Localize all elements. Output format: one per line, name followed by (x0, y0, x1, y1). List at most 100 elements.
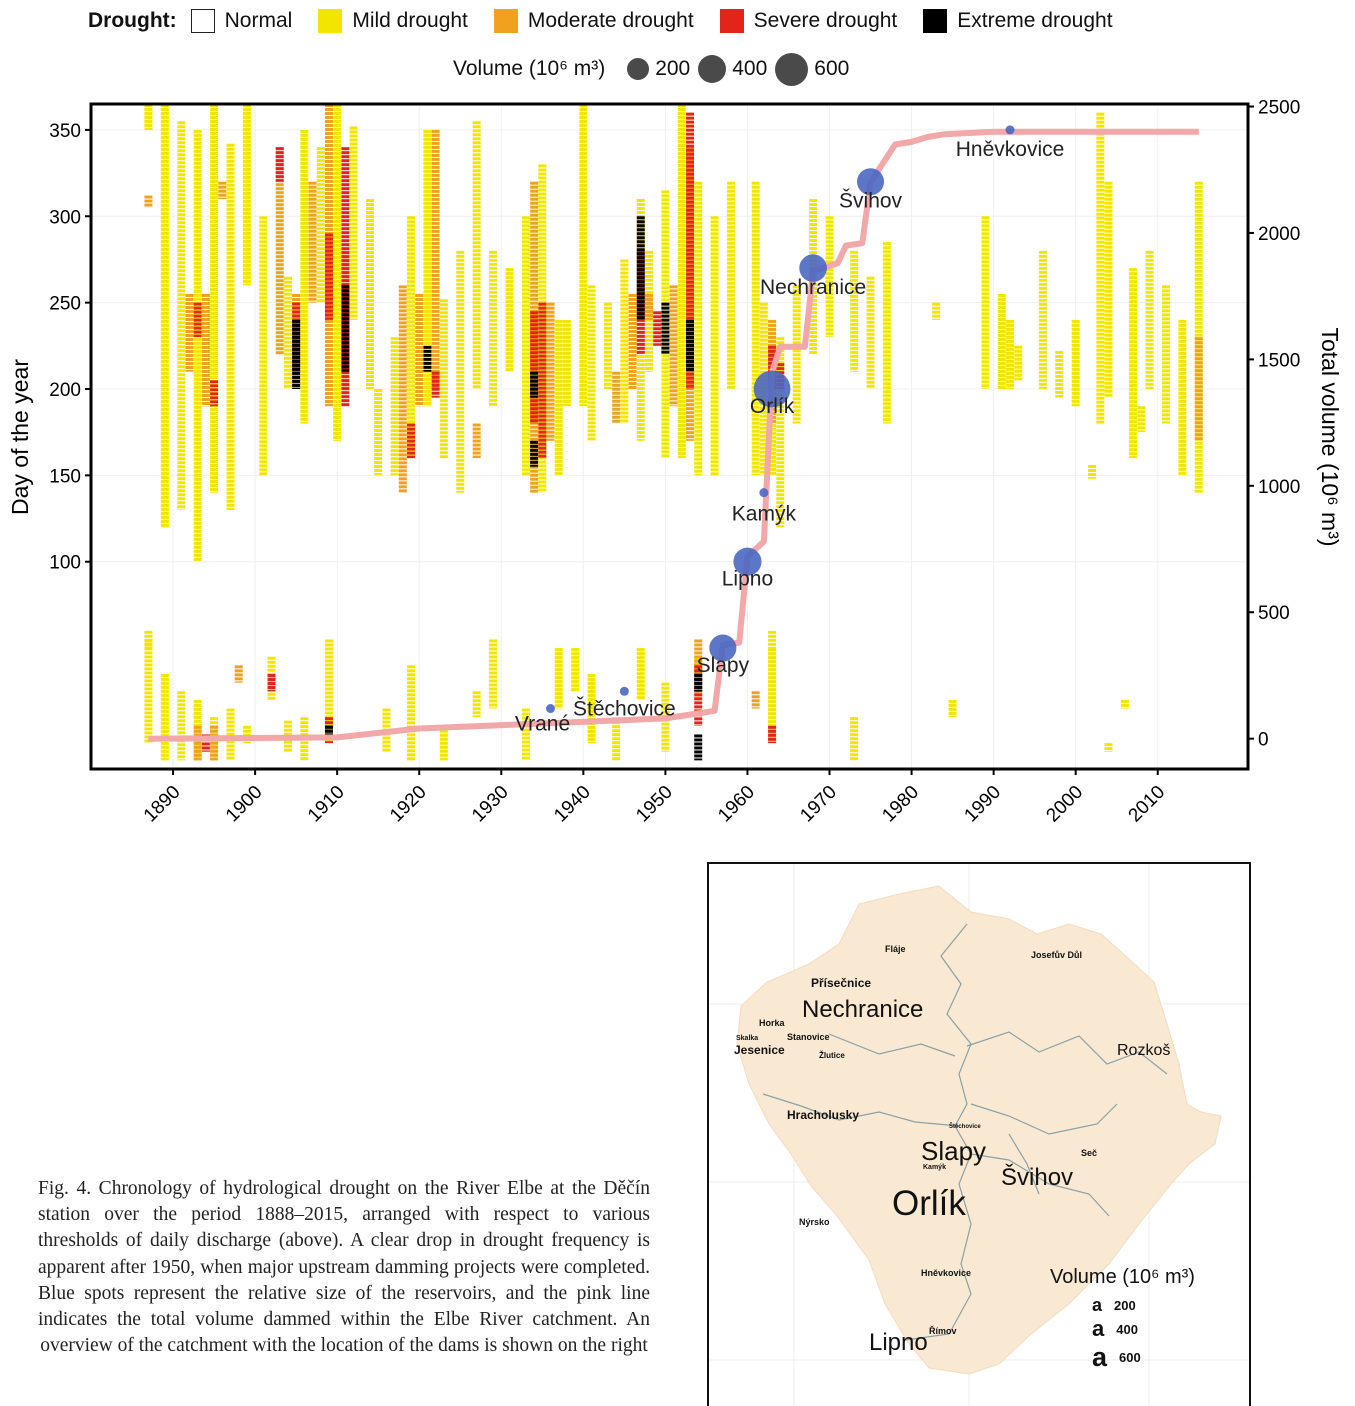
drought-mild-bar (333, 220, 342, 223)
drought-moderate-bar (669, 357, 678, 361)
drought-mild-bar (521, 284, 530, 288)
drought-mild-bar (226, 219, 235, 223)
drought-mild-bar (587, 297, 596, 301)
drought-extreme-bar (661, 310, 670, 314)
drought-mild-bar (809, 327, 818, 330)
drought-extreme-bar (292, 351, 301, 355)
drought-mild-bar (1006, 363, 1015, 367)
drought-moderate-bar (201, 322, 210, 325)
drought-mild-bar (1055, 379, 1064, 382)
drought-severe-bar (201, 746, 210, 750)
drought-severe-bar (686, 188, 695, 192)
drought-mild-bar (694, 221, 703, 225)
drought-severe-bar (275, 147, 284, 151)
drought-mild-bar (521, 340, 530, 344)
drought-mild-bar (620, 351, 629, 355)
drought-mild-bar (210, 168, 219, 171)
drought-mild-bar (636, 656, 645, 660)
drought-moderate-bar (201, 382, 210, 385)
drought-mild-bar (981, 336, 990, 340)
drought-mild-bar (644, 334, 653, 338)
drought-mild-bar (349, 210, 358, 214)
drought-severe-bar (686, 192, 695, 196)
drought-mild-bar (1145, 318, 1154, 322)
drought-mild-bar (1161, 389, 1170, 393)
drought-extreme-bar (341, 345, 350, 349)
drought-mild-bar (694, 301, 703, 305)
drought-mild-bar (710, 448, 719, 452)
drought-mild-bar (456, 294, 465, 298)
drought-mild-bar (661, 194, 670, 198)
drought-moderate-bar (628, 302, 637, 305)
drought-mild-bar (538, 368, 547, 372)
drought-mild-bar (193, 369, 202, 373)
drought-severe-bar (341, 203, 350, 207)
drought-extreme-bar (694, 734, 703, 738)
drought-mild-bar (1178, 455, 1187, 459)
drought-mild-bar (349, 234, 358, 238)
drought-mild-bar (751, 317, 760, 321)
drought-mild-bar (472, 185, 481, 189)
drought-mild-bar (333, 324, 342, 327)
drought-mild-bar (587, 417, 596, 421)
drought-mild-bar (809, 203, 818, 206)
drought-mild-bar (677, 400, 686, 403)
drought-mild-bar (1104, 353, 1113, 357)
drought-mild-bar (579, 268, 588, 271)
drought-moderate-bar (694, 639, 703, 643)
drought-mild-bar (374, 397, 383, 400)
drought-mild-bar (259, 228, 268, 232)
drought-mild-bar (456, 358, 465, 362)
drought-mild-bar (226, 243, 235, 247)
drought-mild-bar (644, 290, 653, 294)
drought-mild-bar (694, 401, 703, 405)
drought-mild-bar (365, 287, 374, 290)
drought-mild-bar (579, 220, 588, 223)
drought-mild-bar (390, 413, 399, 417)
drought-mild-bar (727, 321, 736, 325)
drought-mild-bar (456, 330, 465, 334)
drought-mild-bar (677, 424, 686, 427)
drought-mild-bar (587, 373, 596, 377)
drought-mild-bar (144, 659, 153, 663)
drought-mild-bar (620, 375, 629, 379)
drought-mild-bar (1038, 326, 1047, 330)
drought-moderate-bar (308, 245, 317, 249)
drought-mild-bar (554, 371, 563, 375)
drought-mild-bar (636, 395, 645, 398)
drought-extreme-bar (636, 224, 645, 228)
drought-mild-bar (1104, 309, 1113, 313)
drought-mild-bar (160, 714, 169, 717)
drought-mild-bar (768, 467, 777, 471)
drought-mild-bar (226, 499, 235, 503)
drought-moderate-bar (324, 296, 333, 299)
drought-mild-bar (423, 281, 432, 285)
drought-mild-bar (210, 424, 219, 427)
drought-mild-bar (809, 199, 818, 202)
drought-mild-bar (521, 384, 530, 388)
drought-moderate-bar (669, 309, 678, 313)
drought-mild-bar (751, 345, 760, 349)
drought-mild-bar (407, 304, 416, 308)
drought-mild-bar (850, 330, 859, 334)
drought-mild-bar (538, 392, 547, 396)
drought-mild-bar (677, 408, 686, 411)
drought-mild-bar (226, 455, 235, 459)
drought-mild-bar (177, 321, 186, 325)
drought-moderate-bar (628, 374, 637, 377)
drought-extreme-bar (694, 754, 703, 758)
drought-severe-bar (341, 311, 350, 315)
drought-extreme-bar (292, 347, 301, 351)
drought-mild-bar (193, 217, 202, 221)
drought-moderate-bar (185, 342, 194, 345)
drought-mild-bar (792, 377, 801, 381)
drought-mild-bar (300, 417, 309, 421)
drought-mild-bar (439, 355, 448, 359)
drought-mild-bar (677, 436, 686, 439)
drought-mild-bar (349, 138, 358, 142)
drought-moderate-bar (324, 312, 333, 315)
drought-mild-bar (177, 723, 186, 727)
drought-mild-bar (768, 708, 777, 712)
drought-moderate-bar (185, 334, 194, 337)
drought-moderate-bar (1194, 397, 1203, 401)
